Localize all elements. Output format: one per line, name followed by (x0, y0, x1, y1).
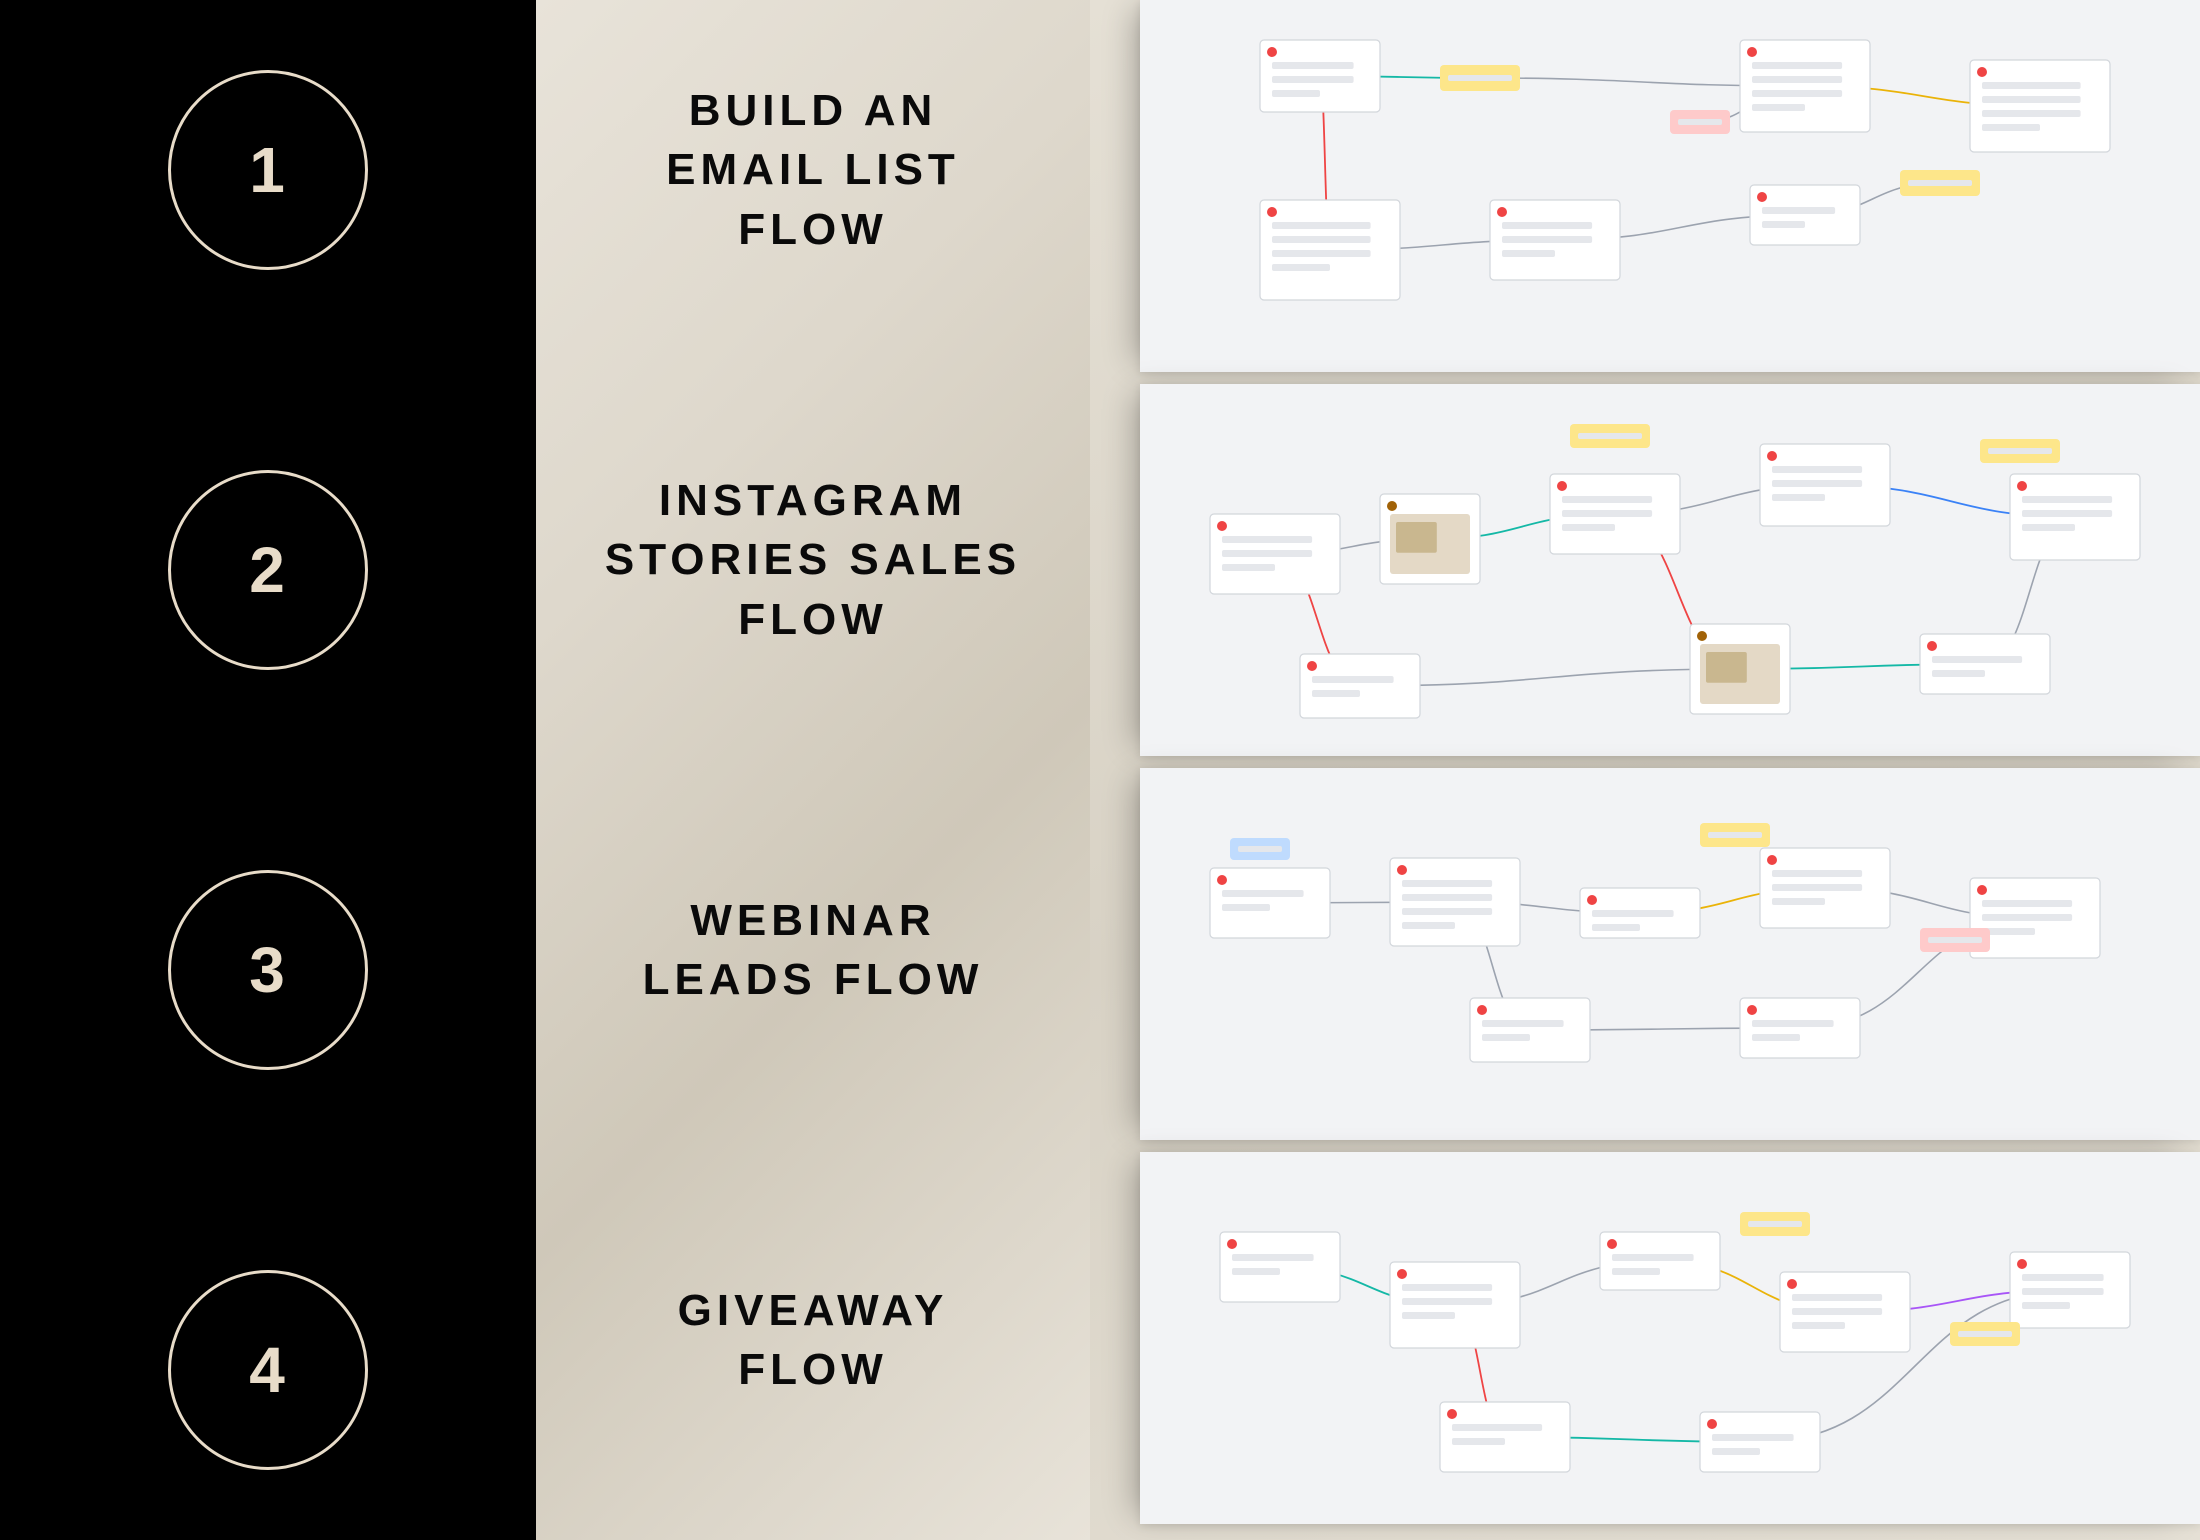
title-line: STORIES SALES (605, 535, 1021, 584)
step-number: 4 (249, 1333, 287, 1407)
middle-panel: BUILD AN EMAIL LIST FLOW INSTAGRAM STORI… (536, 0, 1090, 1540)
right-panel (1090, 0, 2200, 1540)
title-line: WEBINAR (690, 896, 935, 945)
flow-title: WEBINAR LEADS FLOW (643, 850, 984, 1050)
title-line: BUILD AN (689, 86, 938, 135)
number-circle: 1 (168, 70, 368, 270)
step-number: 2 (249, 533, 287, 607)
left-panel: 1 2 3 4 (0, 0, 536, 1540)
flow-title: BUILD AN EMAIL LIST FLOW (666, 70, 960, 270)
title-line: FLOW (738, 1345, 888, 1394)
flow-thumbnail (1140, 768, 2200, 1140)
title-line: FLOW (738, 205, 888, 254)
title-line: INSTAGRAM (659, 476, 967, 525)
step-number: 1 (249, 133, 287, 207)
flow-title: GIVEAWAY FLOW (678, 1240, 949, 1440)
flow-thumbnail (1140, 384, 2200, 756)
number-circle: 2 (168, 470, 368, 670)
title-line: FLOW (738, 595, 888, 644)
number-circle: 4 (168, 1270, 368, 1470)
step-number: 3 (249, 933, 287, 1007)
title-line: LEADS FLOW (643, 955, 984, 1004)
title-line: GIVEAWAY (678, 1286, 949, 1335)
number-circle: 3 (168, 870, 368, 1070)
flow-thumbnail (1140, 1152, 2200, 1524)
title-line: EMAIL LIST (666, 145, 960, 194)
flow-thumbnail (1140, 0, 2200, 372)
flow-title: INSTAGRAM STORIES SALES FLOW (605, 460, 1021, 660)
